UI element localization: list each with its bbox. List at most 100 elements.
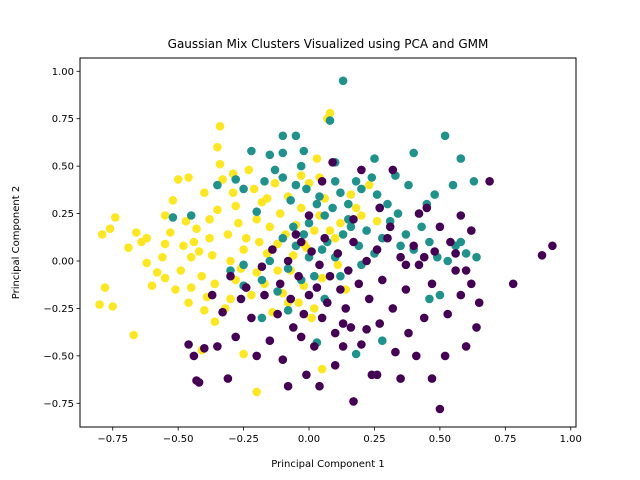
scatter-point: [252, 207, 261, 216]
scatter-point: [351, 349, 361, 359]
scatter-point: [317, 273, 327, 283]
scatter-point: [286, 196, 296, 205]
scatter-point: [291, 230, 301, 239]
y-tick-label: 1.00: [52, 67, 74, 78]
scatter-point: [152, 268, 162, 277]
y-axis-label: Principal Component 2: [11, 186, 22, 299]
scatter-point: [296, 203, 306, 213]
scatter-point: [291, 180, 301, 190]
scatter-point: [124, 243, 133, 252]
scatter-point: [265, 222, 275, 232]
scatter-point: [461, 266, 471, 275]
x-tick-label: −0.50: [163, 434, 194, 445]
scatter-point: [333, 249, 343, 258]
y-tick-label: −0.25: [43, 304, 74, 315]
scatter-point: [362, 226, 371, 235]
scatter-point: [142, 233, 151, 243]
scatter-point: [252, 215, 261, 224]
x-axis: −0.75 −0.50 −0.25 0.00 0.25 0.50 0.75 1.00: [97, 427, 582, 445]
scatter-point: [315, 260, 324, 270]
scatter-point: [328, 203, 337, 213]
scatter-point: [461, 249, 471, 258]
scatter-point: [215, 159, 225, 169]
scatter-point: [283, 381, 293, 391]
scatter-point: [372, 245, 382, 254]
scatter-point: [325, 226, 335, 235]
scatter-point: [160, 211, 170, 220]
scatter-point: [357, 184, 366, 194]
scatter-point: [388, 165, 398, 175]
scatter-point: [440, 131, 450, 141]
scatter-point: [456, 211, 466, 220]
scatter-point: [213, 205, 222, 215]
scatter-point: [142, 258, 151, 268]
scatter-point: [391, 347, 400, 357]
scatter-point: [401, 260, 411, 270]
scatter-point: [401, 230, 411, 239]
scatter-point: [299, 146, 309, 156]
scatter-point: [435, 290, 445, 300]
scatter-point: [186, 283, 196, 292]
scatter-point: [388, 304, 398, 313]
x-axis-label: Principal Component 1: [271, 459, 384, 470]
scatter-point: [315, 381, 324, 391]
scatter-point: [241, 233, 251, 243]
scatter-point: [372, 216, 382, 226]
scatter-point: [427, 279, 437, 289]
scatter-point: [443, 309, 453, 319]
scatter-point: [278, 148, 288, 158]
scatter-point: [404, 328, 413, 338]
x-tick-label: −0.75: [97, 434, 128, 445]
scatter-point: [310, 226, 319, 235]
scatter-point: [100, 283, 110, 292]
scatter-point: [440, 351, 450, 361]
scatter-point: [186, 211, 196, 220]
scatter-point: [223, 374, 233, 383]
scatter-point: [323, 298, 332, 308]
scatter-point: [346, 323, 356, 332]
scatter-point: [333, 260, 343, 270]
scatter-point: [427, 374, 437, 383]
scatter-point: [537, 251, 547, 260]
scatter-point: [283, 264, 293, 273]
scatter-point: [409, 148, 419, 158]
y-tick-label: −0.75: [43, 399, 74, 410]
scatter-point: [375, 319, 385, 328]
scatter-point: [194, 247, 204, 256]
scatter-point: [181, 216, 191, 226]
scatter-point: [357, 340, 366, 349]
scatter-point: [346, 222, 356, 232]
scatter-point: [200, 344, 209, 353]
scatter-point: [160, 239, 170, 249]
scatter-point: [215, 122, 225, 131]
scatter-point: [197, 271, 206, 281]
scatter-point: [404, 180, 413, 190]
scatter-point: [278, 131, 288, 141]
scatter-point: [336, 271, 345, 281]
scatter-point: [265, 150, 275, 160]
scatter-point: [173, 175, 183, 184]
scatter-point: [338, 76, 348, 86]
scatter-point: [320, 233, 330, 243]
scatter-point: [268, 245, 277, 254]
scatter-point: [270, 178, 280, 188]
scatter-point: [346, 190, 356, 199]
scatter-point: [226, 271, 235, 281]
scatter-point: [357, 211, 366, 220]
scatter-point: [299, 309, 309, 319]
x-tick-label: 1.00: [560, 434, 582, 445]
scatter-point: [304, 290, 314, 300]
scatter-point: [325, 108, 335, 118]
scatter-point: [192, 224, 201, 233]
scatter-point: [310, 342, 319, 351]
scatter-point: [378, 275, 387, 285]
scatter-point: [338, 342, 348, 351]
scatter-point: [461, 342, 471, 351]
scatter-point: [283, 256, 293, 266]
scatter-point: [210, 317, 220, 327]
scatter-point: [401, 285, 411, 294]
scatter-point: [257, 262, 267, 272]
scatter-point: [278, 173, 288, 182]
scatter-point: [296, 171, 306, 180]
scatter-point: [184, 173, 193, 182]
